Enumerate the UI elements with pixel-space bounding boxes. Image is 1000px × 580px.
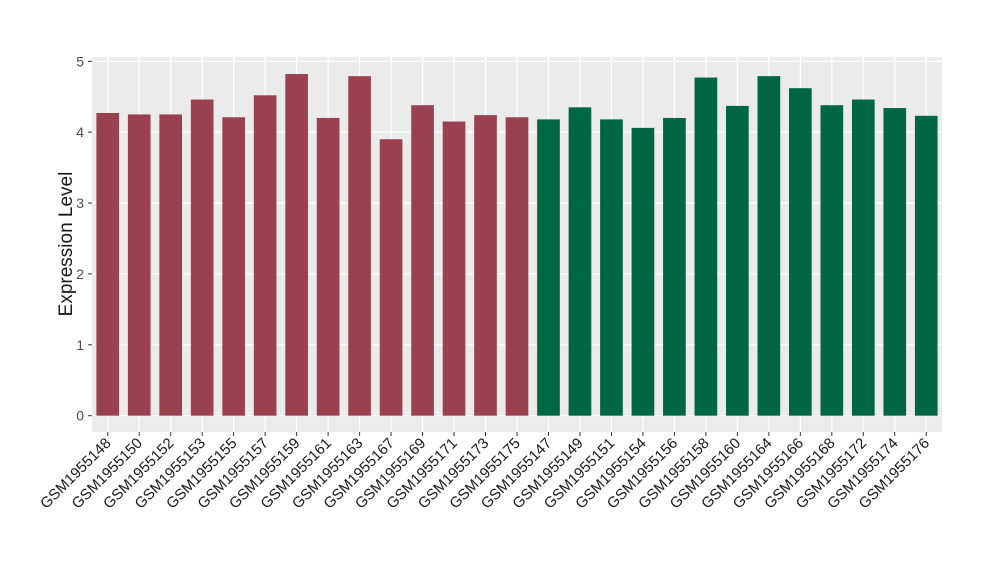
bar bbox=[789, 88, 812, 416]
bar bbox=[474, 115, 497, 416]
bar bbox=[820, 105, 844, 416]
bar bbox=[537, 119, 560, 416]
bar bbox=[159, 114, 183, 416]
bar bbox=[883, 108, 907, 416]
bar bbox=[190, 99, 214, 416]
bar bbox=[726, 105, 749, 416]
y-tick-label: 2 bbox=[76, 266, 84, 282]
bar bbox=[568, 107, 592, 416]
y-tick-label: 4 bbox=[76, 124, 84, 140]
y-axis-title: Expression Level bbox=[56, 172, 77, 317]
bar bbox=[600, 119, 623, 416]
bar bbox=[631, 127, 655, 416]
bar bbox=[222, 117, 245, 416]
bar bbox=[379, 139, 403, 416]
bar bbox=[253, 95, 277, 416]
bar bbox=[663, 117, 686, 416]
bar bbox=[127, 114, 151, 416]
y-tick-label: 0 bbox=[76, 408, 84, 424]
y-tick-label: 5 bbox=[76, 53, 84, 69]
bar bbox=[96, 113, 120, 416]
bar bbox=[757, 76, 781, 416]
bar bbox=[851, 99, 875, 416]
bar bbox=[914, 115, 938, 416]
bar bbox=[694, 77, 718, 416]
y-tick-label: 3 bbox=[76, 195, 84, 211]
bar bbox=[348, 76, 371, 416]
bar bbox=[442, 121, 466, 416]
bar bbox=[316, 117, 340, 416]
bar bbox=[411, 105, 434, 416]
bar bbox=[285, 74, 308, 416]
y-tick-label: 1 bbox=[76, 337, 84, 353]
bar bbox=[505, 117, 529, 416]
